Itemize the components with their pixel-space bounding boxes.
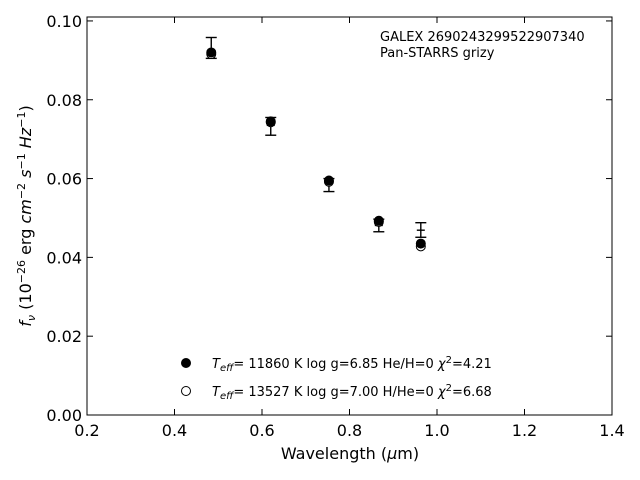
legend-entry-2: Teff= 13527 K log g=7.00 H/He=0 χ2=6.68 [212,383,492,402]
y-axis-ticks: 0.00 0.02 0.04 0.06 0.08 0.10 [46,12,612,425]
x-axis-label: Wavelength (μm) [281,444,419,463]
x-tick-label: 0.4 [162,421,187,440]
data-points [206,47,426,252]
plot-frame [86,16,613,416]
legend: Teff= 11860 K log g=6.85 He/H=0 χ2=4.21 … [181,355,492,402]
x-tick-label: 0.8 [337,421,362,440]
y-axis-label: fν (10−26 erg cm−2 s−1 Hz−1) [15,105,38,326]
x-tick-label: 1.2 [512,421,537,440]
annotation-line-2: Pan-STARRS grizy [380,46,495,61]
annotation-line-1: GALEX 2690243299522907340 [380,30,585,45]
x-tick-label: 0.6 [249,421,274,440]
y-tick-label: 0.02 [46,327,82,346]
legend-marker-open [181,386,191,396]
x-tick-label: 0.2 [74,421,99,440]
error-bars [205,36,427,238]
legend-entry-1: Teff= 11860 K log g=6.85 He/H=0 χ2=4.21 [212,355,492,374]
model-point-filled [323,175,334,186]
x-tick-label: 1.4 [599,421,624,440]
model-point-filled [265,116,276,127]
y-tick-label: 0.00 [46,406,82,425]
y-tick-label: 0.06 [46,170,82,189]
model-point-filled [415,238,426,249]
x-tick-label: 1.0 [424,421,449,440]
model-point-filled [373,215,384,226]
y-tick-label: 0.04 [46,248,82,267]
y-tick-label: 0.10 [46,12,82,31]
legend-marker-filled [181,358,191,368]
x-axis-ticks: 0.2 0.4 0.6 0.8 1.0 1.2 1.4 [74,17,625,440]
y-tick-label: 0.08 [46,91,82,110]
model-point-filled [206,47,217,58]
